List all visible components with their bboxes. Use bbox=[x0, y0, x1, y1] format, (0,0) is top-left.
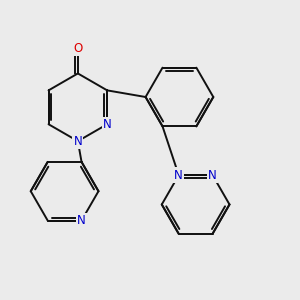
Text: N: N bbox=[103, 118, 112, 131]
Text: N: N bbox=[174, 169, 183, 182]
Text: N: N bbox=[74, 135, 82, 148]
Text: N: N bbox=[208, 169, 217, 182]
Text: N: N bbox=[77, 214, 86, 227]
Text: O: O bbox=[73, 42, 83, 55]
